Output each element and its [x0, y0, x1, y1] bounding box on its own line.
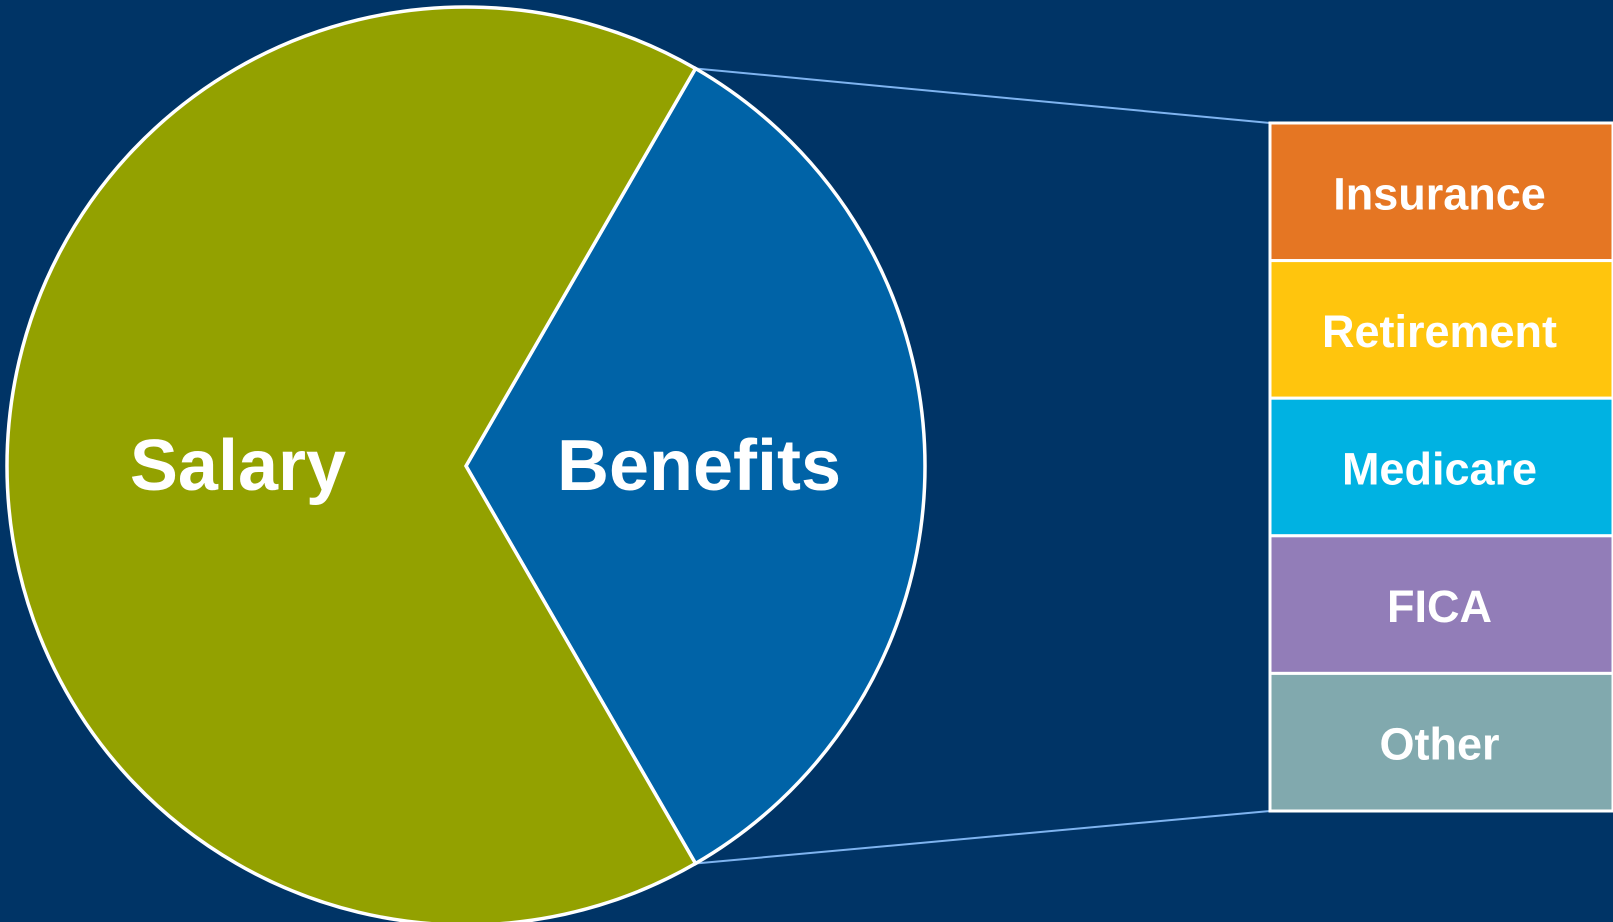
bar-label-fica: FICA: [1387, 581, 1492, 632]
pie-label-benefits: Benefits: [557, 426, 841, 506]
bar-segment-fica: [1268, 534, 1613, 675]
connector-line-bottom: [695, 810, 1271, 865]
bar-label-other: Other: [1379, 719, 1499, 770]
connector-line-top: [695, 67, 1271, 124]
bar-segment-medicare: [1268, 396, 1613, 538]
pie-label-salary: Salary: [130, 426, 346, 506]
bar-label-retirement: Retirement: [1322, 306, 1557, 357]
bar-segment-retirement: [1268, 259, 1613, 400]
bar-label-medicare: Medicare: [1342, 444, 1537, 495]
pie-slice-salary: [5, 5, 698, 922]
bar-label-insurance: Insurance: [1333, 168, 1546, 219]
bar-segment-other: [1268, 671, 1613, 813]
bar-segment-insurance: [1268, 121, 1613, 263]
